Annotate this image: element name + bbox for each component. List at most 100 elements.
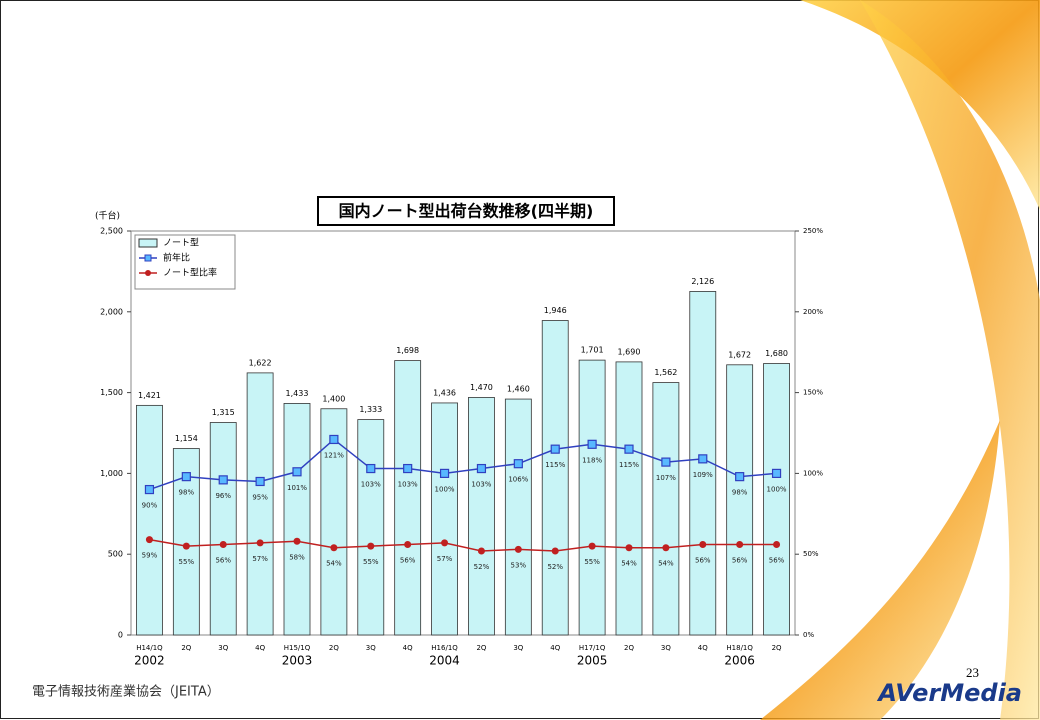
bar-value-label: 1,701 <box>581 346 604 355</box>
marker <box>661 457 671 467</box>
line-value-label: 56% <box>732 557 748 565</box>
bar <box>357 419 385 636</box>
bar-value-label: 1,622 <box>249 358 272 367</box>
bar-value-label: 1,690 <box>618 347 641 356</box>
bar <box>283 403 311 636</box>
line <box>149 438 777 491</box>
legend-marker <box>145 270 151 276</box>
line-value-label: 98% <box>732 489 748 497</box>
bar-value-label: 1,154 <box>175 434 198 443</box>
line-value-label: 98% <box>179 489 195 497</box>
bar-value-label: 1,333 <box>359 405 382 414</box>
marker <box>330 544 338 552</box>
y2-tick-label: 150% <box>803 389 823 397</box>
legend-label: ノート型比率 <box>163 267 217 279</box>
x-tick-label: 4Q <box>698 644 708 652</box>
bar-value-label: 1,400 <box>322 394 345 403</box>
x-tick-label: 3Q <box>661 644 671 652</box>
source: 電子情報技術産業協会（JEITA） <box>32 684 220 700</box>
bar <box>504 398 532 636</box>
marker <box>662 544 670 552</box>
line-value-label: 118% <box>582 456 602 464</box>
line-value-label: 103% <box>398 481 418 489</box>
y2-tick-label: 0% <box>803 631 814 639</box>
marker <box>145 536 153 544</box>
x-tick-label: 2Q <box>181 644 191 652</box>
marker <box>256 539 264 547</box>
line-value-label: 57% <box>437 555 453 563</box>
bar-value-label: 2,126 <box>691 277 714 286</box>
line-value-label: 121% <box>324 451 344 459</box>
marker <box>218 475 228 485</box>
x-tick-label: 4Q <box>255 644 265 652</box>
x-tick-label: 4Q <box>550 644 560 652</box>
marker <box>439 468 450 478</box>
x-tick-label: 2Q <box>476 644 486 652</box>
bar <box>209 422 237 636</box>
bar-value-label: 1,460 <box>507 385 530 394</box>
bar-value-label: 1,436 <box>433 388 456 397</box>
year-label: 2003 <box>282 654 313 668</box>
marker <box>329 434 339 445</box>
marker <box>736 541 744 549</box>
y-tick-label: 2,500 <box>100 227 123 236</box>
bar <box>763 363 790 636</box>
y2-tick-label: 100% <box>803 469 823 477</box>
marker <box>588 542 596 550</box>
bar <box>615 361 643 636</box>
year-label: 2005 <box>577 654 608 668</box>
bar <box>246 372 274 636</box>
y2-tick-label: 200% <box>803 308 823 316</box>
x-tick-label: 2Q <box>772 644 782 652</box>
bar <box>652 382 680 636</box>
line-value-label: 52% <box>547 563 563 571</box>
line-value-label: 101% <box>287 484 307 492</box>
bar <box>431 402 458 636</box>
marker <box>587 439 597 449</box>
line-value-label: 58% <box>289 553 305 561</box>
legend-label: ノート型 <box>163 238 199 249</box>
bar-value-label: 1,433 <box>286 389 309 398</box>
marker <box>293 537 301 545</box>
line-value-label: 115% <box>545 461 565 469</box>
legend-marker <box>144 254 152 262</box>
bar-value-label: 1,698 <box>396 346 419 355</box>
line-value-label: 56% <box>400 557 416 565</box>
line-value-label: 109% <box>693 471 713 479</box>
line-value-label: 52% <box>474 563 490 571</box>
line-value-label: 55% <box>584 558 600 566</box>
marker <box>513 459 523 469</box>
y-tick-label: 0 <box>118 631 123 640</box>
marker <box>182 542 190 550</box>
line-value-label: 57% <box>252 555 268 563</box>
line-value-label: 54% <box>658 560 674 568</box>
bar <box>468 397 495 636</box>
marker <box>773 541 781 549</box>
marker <box>366 463 376 474</box>
y-tick-label: 2,000 <box>100 307 123 316</box>
plot-area <box>130 230 796 636</box>
bar <box>578 359 606 636</box>
swoosh <box>860 0 1040 720</box>
line-value-label: 56% <box>695 557 711 565</box>
year-label: 2006 <box>724 654 755 668</box>
line-value-label: 115% <box>619 461 639 469</box>
x-tick-label: 4Q <box>403 644 413 652</box>
marker <box>255 476 265 487</box>
legend-label: 前年比 <box>163 252 190 264</box>
y2-tick-label: 50% <box>803 550 819 558</box>
x-tick-label: 3Q <box>218 644 228 652</box>
line-value-label: 55% <box>363 558 379 566</box>
bar <box>726 364 754 636</box>
swoosh <box>800 0 1040 210</box>
marker <box>219 541 227 549</box>
bar <box>136 404 163 636</box>
y-axis-label: (千台) <box>95 210 120 222</box>
marker <box>625 544 633 552</box>
line-value-label: 103% <box>471 481 491 489</box>
line-value-label: 106% <box>508 476 528 484</box>
x-tick-label: 2Q <box>624 644 634 652</box>
line-value-label: 54% <box>621 560 637 568</box>
